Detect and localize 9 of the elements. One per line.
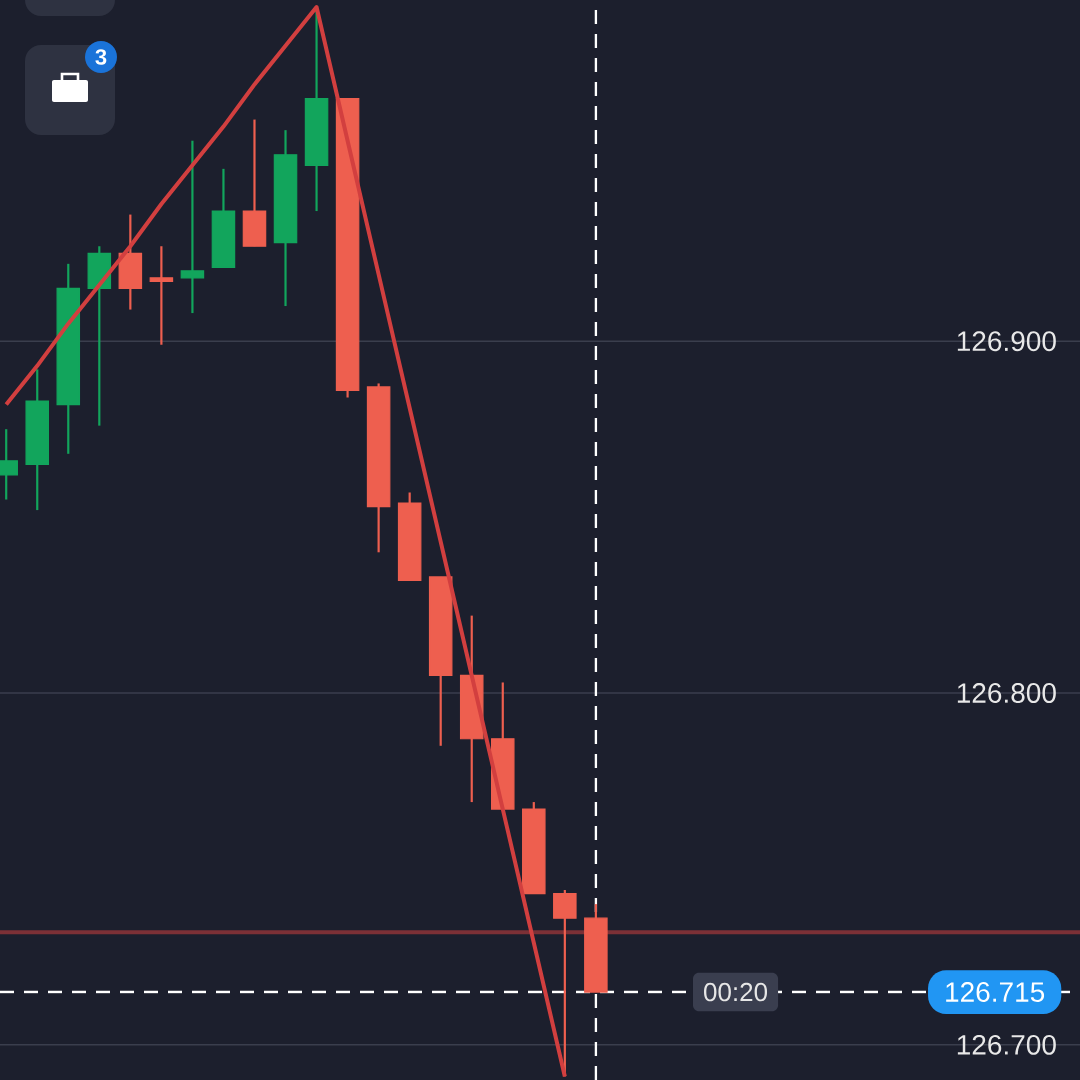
text: 00:20 xyxy=(704,982,768,1002)
annotation: 3 xyxy=(95,49,107,65)
y-tick-label: 126.700 xyxy=(957,1034,1056,1055)
ref-line-label: 126.715 xyxy=(946,982,1045,1002)
y-tick-label: 126.900 xyxy=(957,331,1056,352)
y-tick-label: 126.800 xyxy=(957,683,1056,703)
candlestick xyxy=(180,139,205,315)
candlestick xyxy=(149,245,174,346)
line-series xyxy=(4,5,567,1079)
